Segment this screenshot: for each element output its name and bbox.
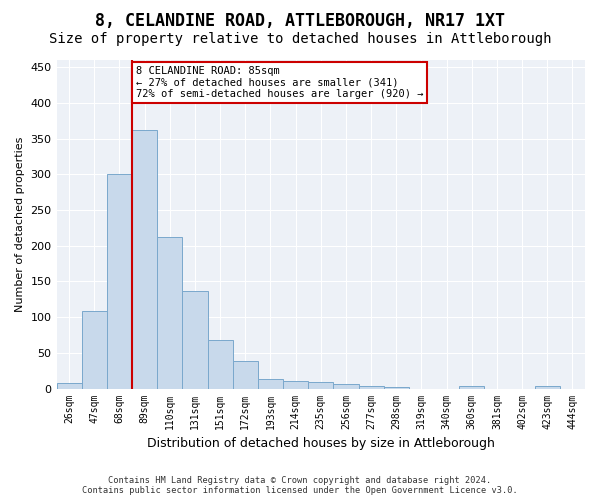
Bar xyxy=(157,237,182,388)
Bar xyxy=(359,386,383,388)
Bar xyxy=(182,292,208,388)
Bar xyxy=(258,380,283,388)
X-axis label: Distribution of detached houses by size in Attleborough: Distribution of detached houses by size … xyxy=(147,437,495,450)
Bar xyxy=(56,383,82,388)
Bar xyxy=(283,382,308,388)
Text: 8, CELANDINE ROAD, ATTLEBOROUGH, NR17 1XT: 8, CELANDINE ROAD, ATTLEBOROUGH, NR17 1X… xyxy=(95,12,505,30)
Bar xyxy=(107,174,132,388)
Text: 8 CELANDINE ROAD: 85sqm
← 27% of detached houses are smaller (341)
72% of semi-d: 8 CELANDINE ROAD: 85sqm ← 27% of detache… xyxy=(136,66,424,99)
Text: Contains HM Land Registry data © Crown copyright and database right 2024.
Contai: Contains HM Land Registry data © Crown c… xyxy=(82,476,518,495)
Y-axis label: Number of detached properties: Number of detached properties xyxy=(15,136,25,312)
Bar xyxy=(535,386,560,388)
Bar xyxy=(82,312,107,388)
Text: Size of property relative to detached houses in Attleborough: Size of property relative to detached ho… xyxy=(49,32,551,46)
Bar xyxy=(208,340,233,388)
Bar xyxy=(459,386,484,388)
Bar xyxy=(132,130,157,388)
Bar xyxy=(334,384,359,388)
Bar xyxy=(233,362,258,388)
Bar xyxy=(383,387,409,388)
Bar xyxy=(308,382,334,388)
